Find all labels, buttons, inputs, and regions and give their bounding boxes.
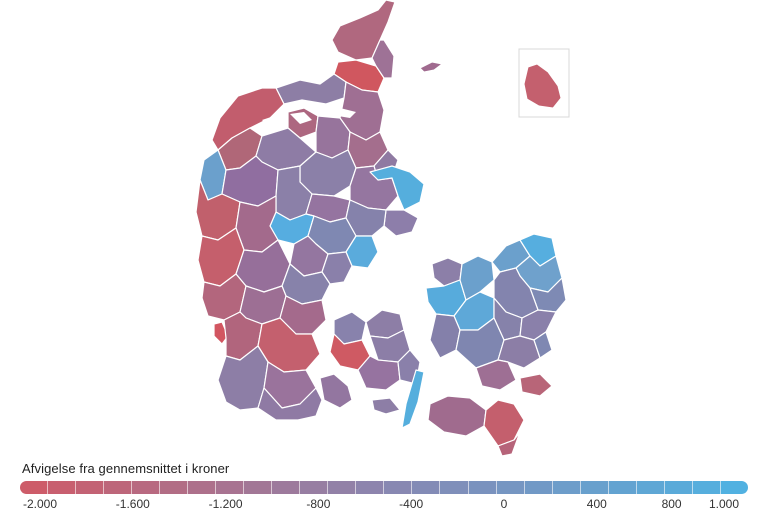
legend-swatch bbox=[552, 481, 581, 494]
legend-swatch bbox=[48, 481, 77, 494]
legend-swatch bbox=[580, 481, 609, 494]
legend-swatch bbox=[244, 481, 273, 494]
region-langeland[interactable] bbox=[401, 369, 425, 429]
region-aero[interactable] bbox=[371, 397, 401, 415]
legend-tick-label: 0 bbox=[500, 497, 508, 511]
zealand bbox=[425, 233, 567, 457]
region-fano[interactable] bbox=[213, 321, 229, 345]
region-lolland[interactable] bbox=[427, 395, 487, 437]
bornholm-inset-frame bbox=[518, 48, 570, 118]
water-features bbox=[262, 108, 478, 154]
legend-swatch bbox=[104, 481, 133, 494]
legend-swatch bbox=[188, 481, 217, 494]
legend-tick-label: 1.000 bbox=[708, 497, 740, 511]
region-norddjurs[interactable] bbox=[369, 165, 425, 211]
region-als[interactable] bbox=[319, 373, 353, 409]
legend-swatch bbox=[496, 481, 525, 494]
legend-swatch bbox=[272, 481, 301, 494]
legend-tick-label: 400 bbox=[586, 497, 607, 511]
region-mon[interactable] bbox=[519, 373, 553, 397]
legend-swatch bbox=[636, 481, 665, 494]
region-slagelse[interactable] bbox=[429, 313, 461, 359]
region-hjorring[interactable] bbox=[371, 39, 395, 79]
legend-swatch bbox=[160, 481, 189, 494]
legend-swatch bbox=[468, 481, 497, 494]
region-syddjurs[interactable] bbox=[383, 209, 419, 237]
jutland bbox=[195, 0, 425, 421]
legend-tick-label: -1.200 bbox=[208, 497, 243, 511]
legend-swatch bbox=[440, 481, 469, 494]
legend-title: Afvigelse fra gennemsnittet i kroner bbox=[22, 461, 230, 476]
region-vordingborg[interactable] bbox=[475, 359, 517, 391]
legend-swatch bbox=[524, 481, 553, 494]
funen bbox=[329, 309, 425, 429]
region-guldborgsund[interactable] bbox=[483, 399, 525, 447]
legend-swatch bbox=[692, 481, 721, 494]
legend-swatch bbox=[720, 481, 748, 494]
legend-swatch bbox=[664, 481, 693, 494]
region-falster-south[interactable] bbox=[497, 431, 521, 457]
legend-swatch bbox=[132, 481, 161, 494]
legend-tick-label: 800 bbox=[661, 497, 682, 511]
region-jutland-north-tip[interactable] bbox=[331, 0, 396, 61]
legend-swatch bbox=[356, 481, 385, 494]
legend-swatch bbox=[328, 481, 357, 494]
legend-swatch bbox=[412, 481, 441, 494]
legend-color-bar bbox=[20, 481, 748, 494]
legend-swatch bbox=[384, 481, 413, 494]
region-sonderborg[interactable] bbox=[257, 387, 323, 421]
region-bornholm[interactable] bbox=[523, 63, 562, 109]
legend-tick-label: -2.000 bbox=[22, 497, 58, 511]
region-holbaek[interactable] bbox=[459, 255, 495, 301]
legend-tick-label: -400 bbox=[399, 497, 424, 511]
legend-swatch bbox=[300, 481, 329, 494]
legend-tick-label: -800 bbox=[306, 497, 331, 511]
region-stevns[interactable] bbox=[533, 331, 553, 359]
legend-swatch bbox=[608, 481, 637, 494]
legend-swatch bbox=[20, 481, 49, 494]
legend-tick-label: -1.600 bbox=[115, 497, 150, 511]
region-laeso[interactable] bbox=[419, 61, 444, 73]
legend-swatch bbox=[216, 481, 245, 494]
legend-swatch bbox=[76, 481, 105, 494]
region-thisted[interactable] bbox=[275, 73, 347, 105]
